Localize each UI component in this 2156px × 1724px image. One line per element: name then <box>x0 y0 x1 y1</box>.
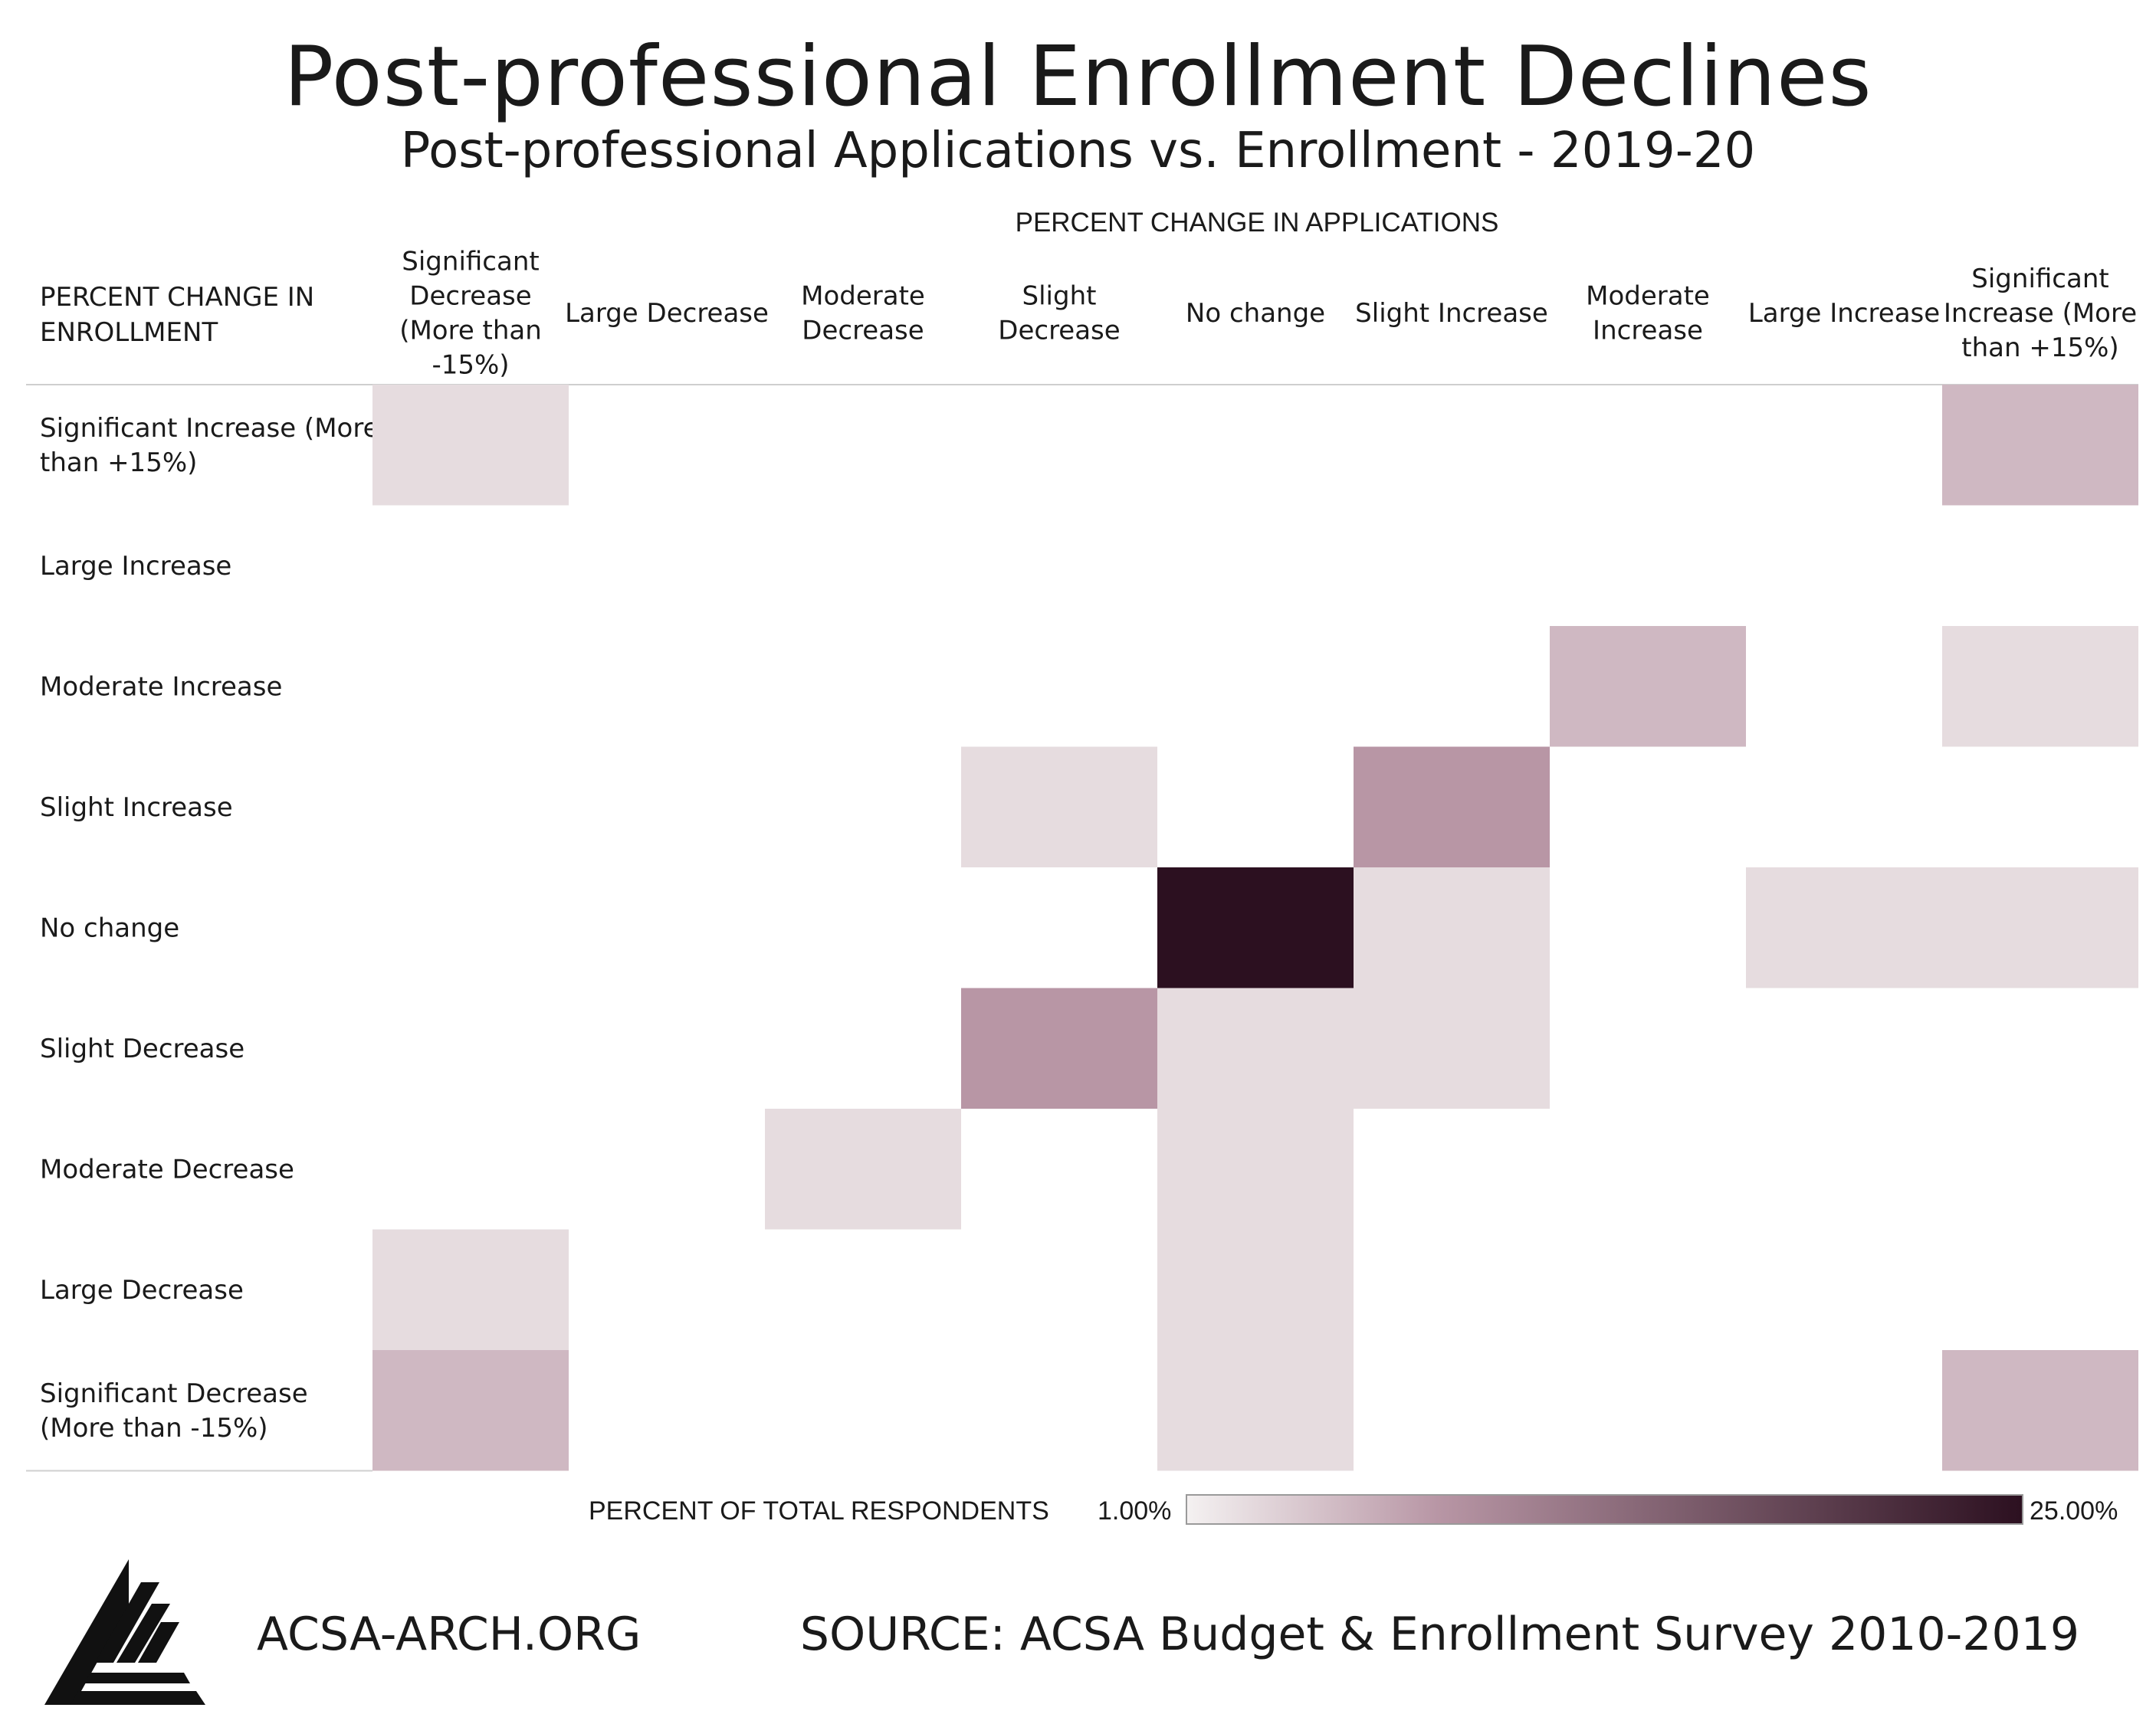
column-label: Significant Decrease (More than -15%) <box>399 246 542 380</box>
heatmap-cell <box>372 385 569 506</box>
heatmap-cell <box>961 746 1157 867</box>
column-label: Large Decrease <box>565 298 769 329</box>
row-label: Slight Increase <box>40 792 233 823</box>
legend-title: PERCENT OF TOTAL RESPONDENTS <box>589 1496 1049 1526</box>
column-label: Slight Increase <box>1355 298 1548 329</box>
footer-site[interactable]: ACSA-ARCH.ORG <box>257 1608 642 1661</box>
footer-source: SOURCE: ACSA Budget & Enrollment Survey … <box>799 1608 2079 1661</box>
legend-max-label: 25.00% <box>2030 1496 2118 1526</box>
heatmap-cell <box>1746 867 1942 988</box>
row-label: Moderate Increase <box>40 672 282 703</box>
heatmap-cell <box>1157 1350 1354 1471</box>
row-label: Slight Decrease <box>40 1034 244 1064</box>
heatmap-cell <box>1354 746 1550 867</box>
heatmap-cell <box>1157 867 1354 988</box>
row-label: Large Decrease <box>40 1275 244 1306</box>
row-label: Moderate Decrease <box>40 1155 294 1185</box>
row-label: Significant Decrease (More than -15%) <box>40 1378 308 1444</box>
heatmap-cell <box>1354 988 1550 1109</box>
chart-subtitle: Post-professional Applications vs. Enrol… <box>400 123 1756 179</box>
column-label: Significant Increase (More than +15%) <box>1944 264 2137 363</box>
chart-title: Post-professional Enrollment Declines <box>284 29 1872 125</box>
heatmap-cell <box>1942 385 2138 506</box>
heatmap-cell <box>1157 988 1354 1109</box>
row-label: Large Increase <box>40 551 231 582</box>
column-label: Moderate Decrease <box>801 280 925 346</box>
row-label: Significant Increase (More than +15%) <box>40 413 379 478</box>
heatmap-cell <box>372 1350 569 1471</box>
heatmap-cell <box>1550 626 1746 747</box>
heatmap-cell <box>765 1109 961 1230</box>
heatmap-chart: PERCENT CHANGE IN APPLICATIONS PERCENT CH… <box>26 208 2138 1472</box>
heatmap-cell <box>1942 1350 2138 1471</box>
heatmap-cell <box>1942 867 2138 988</box>
heatmap-cell <box>1157 1109 1354 1230</box>
heatmap-cell <box>1354 867 1550 988</box>
heatmap-cell <box>1942 626 2138 747</box>
acsa-logo <box>44 1559 205 1705</box>
heatmap-cell <box>1157 1229 1354 1350</box>
row-label: No change <box>40 913 179 944</box>
legend-min-label: 1.00% <box>1098 1496 1172 1526</box>
x-axis-title: PERCENT CHANGE IN APPLICATIONS <box>1016 208 1499 238</box>
heatmap-cell <box>372 1229 569 1350</box>
column-label: Large Increase <box>1748 298 1940 329</box>
heatmap-cell <box>961 988 1157 1109</box>
column-label: Moderate Increase <box>1586 280 1710 346</box>
legend-color-scale <box>1186 1494 2023 1525</box>
column-label: Slight Decrease <box>998 280 1120 346</box>
y-axis-title: PERCENT CHANGE IN ENROLLMENT <box>40 282 314 348</box>
column-label: No change <box>1186 298 1325 329</box>
